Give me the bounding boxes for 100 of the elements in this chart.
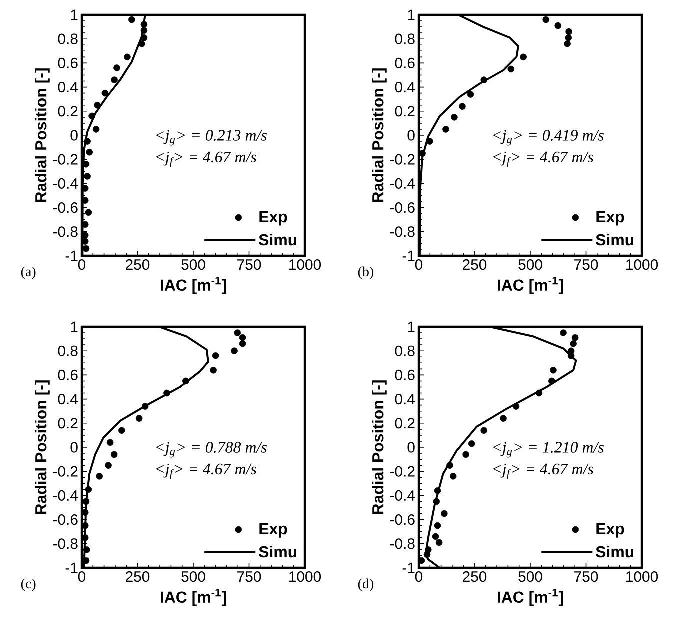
y-tick-label: 0.6 <box>395 58 415 68</box>
x-axis-title: IAC [m$^{-1}$] <box>161 276 226 294</box>
x-tick-label: 500 <box>182 572 206 582</box>
legend-label: Simu <box>596 546 634 558</box>
point <box>88 112 96 120</box>
annotation: <j$_{f}$> = 4.67 m/s <box>156 464 256 480</box>
x-tick-label: 750 <box>238 572 262 582</box>
text: (a) <box>21 266 36 280</box>
y-tick-label: 0.8 <box>58 346 78 356</box>
y-tick-label: 0.2 <box>58 418 78 429</box>
legend-label: Exp <box>260 524 288 538</box>
x-tick-label: 1000 <box>626 260 658 270</box>
y-axis-title: Radial Position [-] <box>35 68 50 202</box>
y-tick-label: -0.4 <box>390 490 416 501</box>
point <box>142 403 149 410</box>
y-tick-label: 0.2 <box>395 418 415 429</box>
x-tick-label: 750 <box>574 260 598 270</box>
legend-label: Simu <box>259 546 297 558</box>
legend-label: Simu <box>596 234 634 246</box>
x-tick-label: 250 <box>463 260 487 270</box>
y-tick-label: 0 <box>70 442 78 453</box>
annotation: <j$_{g}$> = 0.213 m/s <box>156 130 267 146</box>
point <box>239 334 246 342</box>
point <box>234 330 242 336</box>
annotation: <j$_{f}$> = 4.67 m/s <box>156 152 256 168</box>
y-tick-label: -0.2 <box>53 466 78 477</box>
y-tick-label: 0 <box>408 442 415 453</box>
x-tick-label: 750 <box>574 572 598 582</box>
point <box>554 22 562 30</box>
point <box>102 90 109 97</box>
point <box>480 76 488 84</box>
point <box>136 415 143 422</box>
point <box>111 76 118 84</box>
x-axis-title: IAC [m$^{-1}$] <box>498 588 564 606</box>
y-tick-label: 0.4 <box>395 82 416 93</box>
point <box>212 352 220 360</box>
point <box>105 462 112 469</box>
point <box>570 340 577 348</box>
point <box>85 486 92 494</box>
x-tick-label: 250 <box>126 572 150 582</box>
x-axis-title: IAC [m$^{-1}$] <box>161 588 226 606</box>
point <box>459 103 466 110</box>
point <box>434 488 442 494</box>
point <box>94 102 101 109</box>
y-tick-label: 0.6 <box>58 58 78 68</box>
point <box>568 352 575 360</box>
y-tick-label: 1 <box>408 10 415 20</box>
point <box>441 510 448 518</box>
y-tick-label: -1 <box>402 562 415 574</box>
y-tick-label: 0.4 <box>58 394 78 405</box>
point <box>446 462 454 469</box>
point <box>140 34 148 42</box>
legend-label: Exp <box>260 212 288 226</box>
x-tick-label: 1000 <box>626 572 658 582</box>
point <box>231 348 238 354</box>
y-tick-label: -0.8 <box>390 538 415 550</box>
point <box>434 522 442 530</box>
annotation: <j$_{g}$> = 0.419 m/s <box>493 130 604 146</box>
point <box>500 415 507 422</box>
point <box>542 16 550 24</box>
text: (c) <box>21 578 36 592</box>
y-tick-label: 1 <box>408 322 415 332</box>
point <box>419 150 426 157</box>
y-tick-label: 0 <box>70 130 78 141</box>
y-tick-label: 1 <box>71 322 78 332</box>
x-tick-label: 0 <box>78 260 86 270</box>
point <box>106 439 114 446</box>
y-tick-label: 0.4 <box>395 394 416 405</box>
x-tick-label: 0 <box>78 572 86 582</box>
y-tick-label: -0.4 <box>390 178 416 189</box>
y-tick-label: 0.2 <box>395 106 415 117</box>
legend-label: Exp <box>596 212 624 226</box>
point <box>84 138 91 145</box>
point <box>84 546 90 554</box>
point <box>560 330 567 336</box>
y-tick-label: -0.2 <box>53 154 78 165</box>
point <box>239 340 246 348</box>
point <box>433 498 440 506</box>
point <box>565 34 572 42</box>
point <box>118 427 126 434</box>
point <box>85 209 92 216</box>
x-tick-label: 500 <box>182 260 206 270</box>
annotation: <j$_{g}$> = 1.210 m/s <box>493 442 604 458</box>
point <box>424 551 431 558</box>
x-tick-label: 0 <box>415 572 423 582</box>
legend-label: Simu <box>259 234 297 246</box>
x-tick-label: 250 <box>126 260 150 270</box>
point <box>164 390 170 397</box>
y-axis-title: Radial Position [-] <box>35 380 50 514</box>
point <box>467 91 474 98</box>
point <box>550 367 557 374</box>
point <box>114 64 120 72</box>
point <box>536 390 543 397</box>
point <box>86 148 93 156</box>
y-tick-label: 0.2 <box>58 106 78 117</box>
point <box>442 126 450 133</box>
point <box>426 138 434 145</box>
y-tick-label: -0.4 <box>53 178 78 189</box>
point <box>462 451 470 458</box>
point <box>96 473 104 480</box>
